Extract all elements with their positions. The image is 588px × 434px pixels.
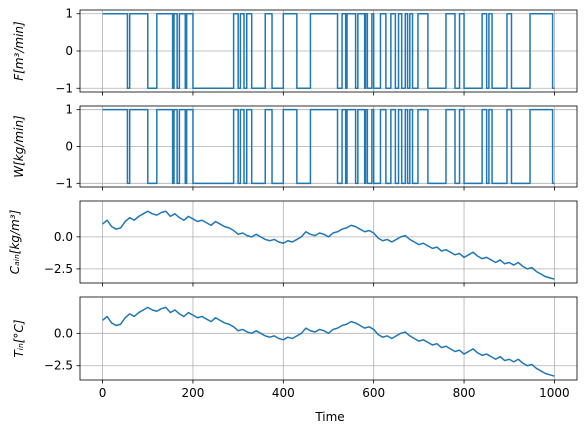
x-tick-label: 200 bbox=[182, 386, 205, 400]
y-tick-label: −2.5 bbox=[44, 262, 73, 276]
y-axis-label-Tin: Tᵢₙ[°C] bbox=[12, 319, 26, 357]
x-tick-label: 800 bbox=[453, 386, 476, 400]
x-tick-label: 600 bbox=[362, 386, 385, 400]
y-tick-label: −1 bbox=[55, 81, 73, 95]
y-tick-label: 0 bbox=[65, 140, 73, 154]
y-axis-label-F: F[m³/min] bbox=[12, 21, 26, 81]
y-axis-label-Cain: Cₐᵢₙ[kg/m³] bbox=[8, 209, 22, 274]
panel-W: −1 0 1 W[kg/min] bbox=[12, 103, 578, 191]
y-tick-label: 0 bbox=[65, 44, 73, 58]
series-line-Cain bbox=[102, 210, 555, 280]
panel-Cain: −2.5 0.0 Cₐᵢₙ[kg/m³] bbox=[8, 200, 578, 287]
x-tick-label: 400 bbox=[272, 386, 295, 400]
series-line-Tin bbox=[102, 306, 555, 377]
y-tick-label: −2.5 bbox=[44, 359, 73, 373]
axes-frame bbox=[79, 296, 578, 381]
x-axis-label: Time bbox=[314, 410, 344, 424]
y-tick-label: −1 bbox=[55, 176, 73, 190]
axes-frame bbox=[79, 200, 578, 284]
y-tick-label: 1 bbox=[65, 7, 73, 21]
y-axis-label-W: W[kg/min] bbox=[12, 115, 26, 178]
y-tick-label: 0.0 bbox=[54, 230, 73, 244]
x-tick-label: 1000 bbox=[539, 386, 570, 400]
series-line-W bbox=[102, 108, 555, 185]
x-tick-label: 0 bbox=[99, 386, 107, 400]
y-tick-label: 1 bbox=[65, 103, 73, 117]
y-tick-label: 0.0 bbox=[54, 326, 73, 340]
panel-Tin: 0 200 400 600 800 1000 −2.5 0.0 Tᵢₙ[°C] bbox=[12, 296, 578, 400]
series-line-F bbox=[102, 12, 555, 90]
panel-F: −1 0 1 F[m³/min] bbox=[12, 7, 578, 96]
